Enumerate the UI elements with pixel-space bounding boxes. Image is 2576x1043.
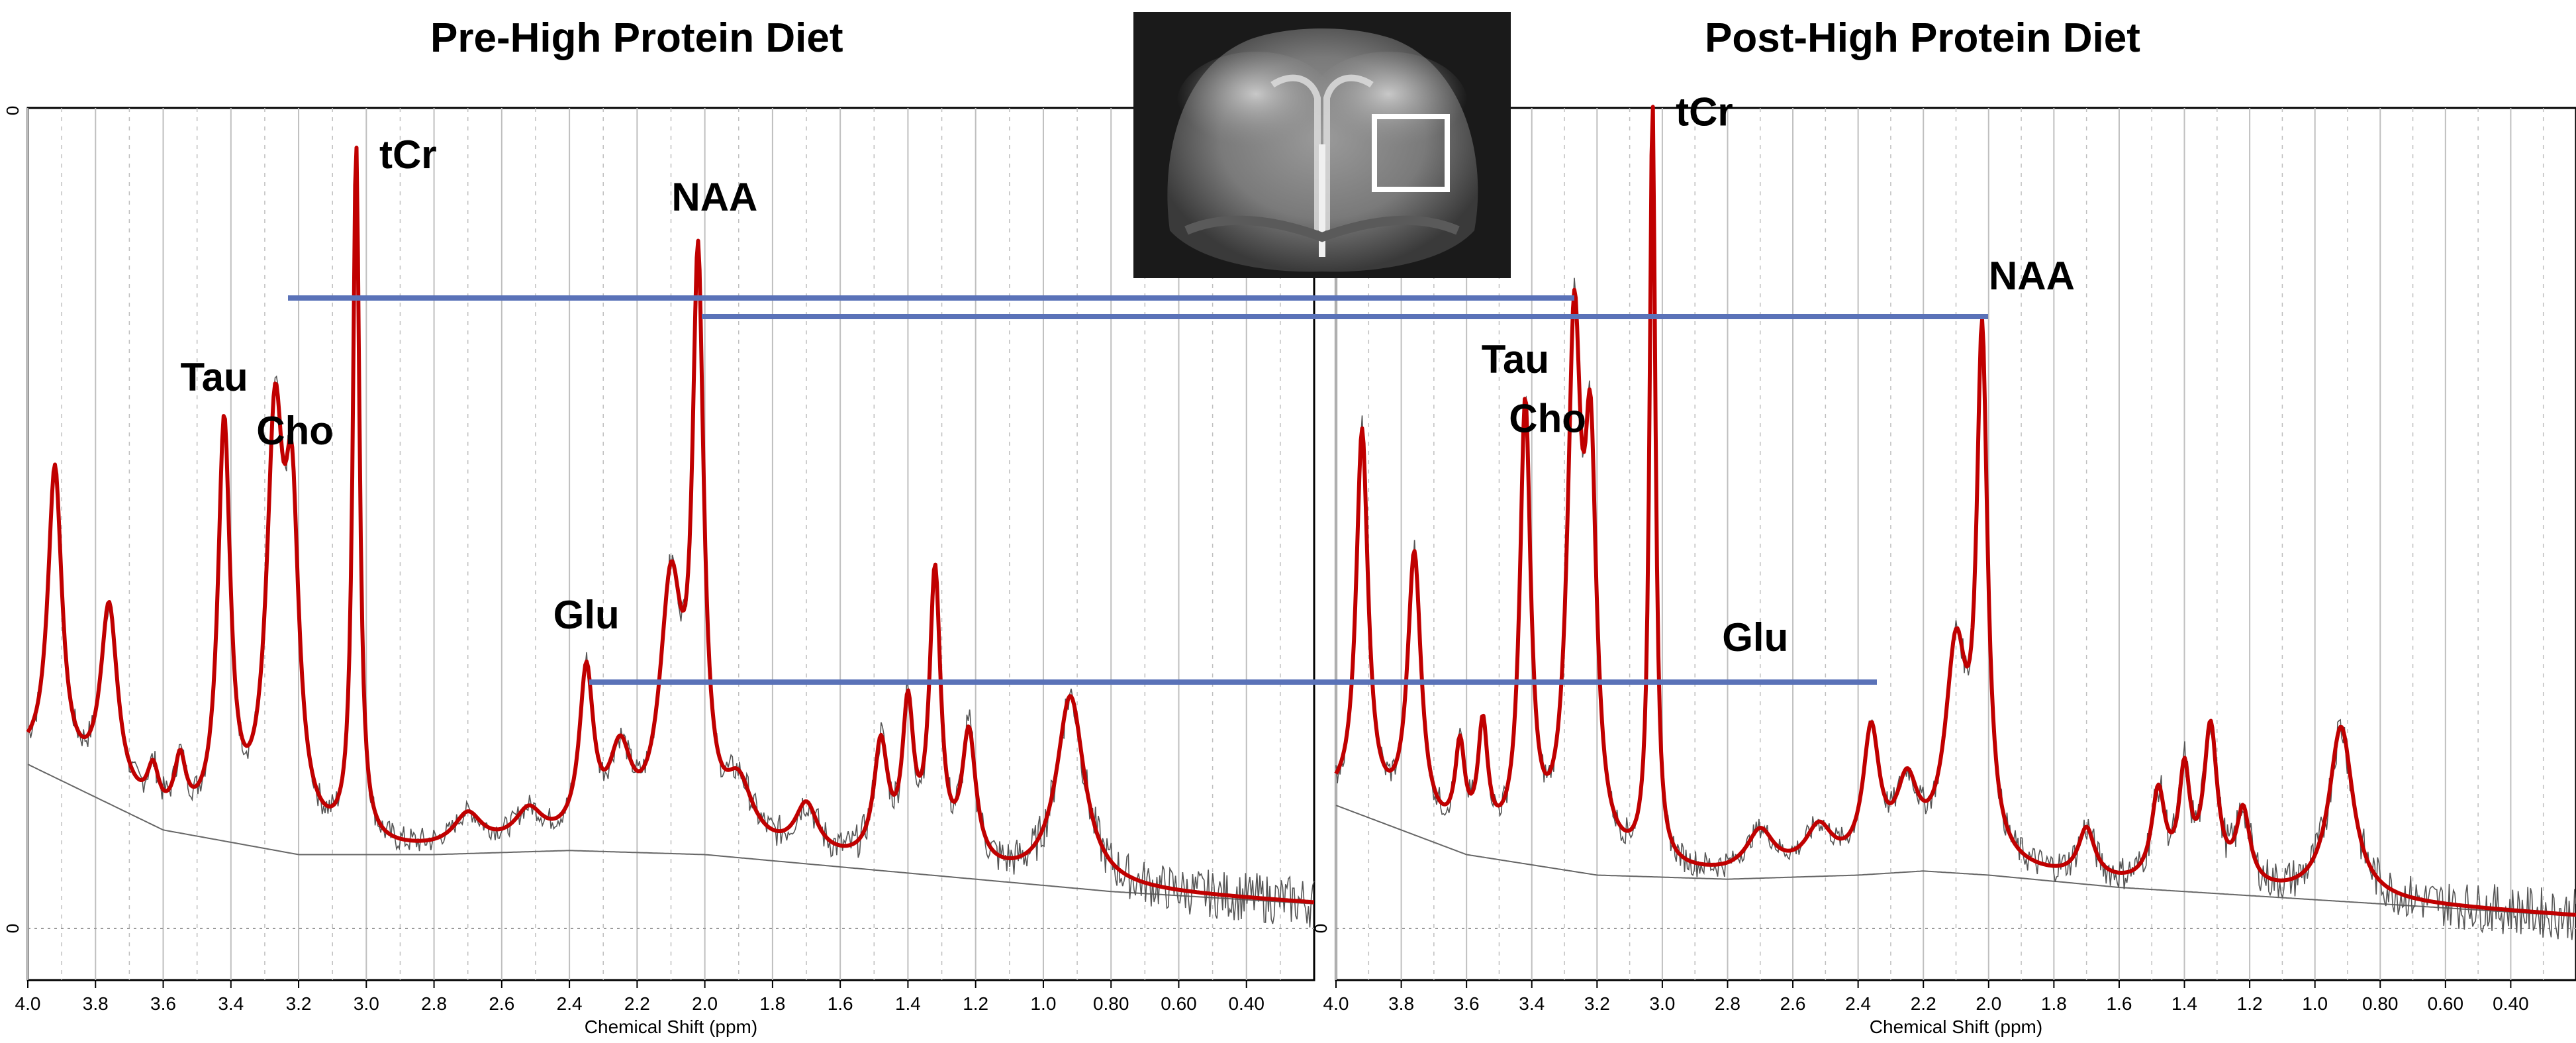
baseline-curve [27, 764, 1315, 905]
x-axis-label: Chemical Shift (ppm) [585, 1017, 757, 1037]
x-tick-label: 0.40 [2493, 993, 2529, 1014]
y-tick-label: 0 [1311, 924, 1331, 933]
x-tick-label: 0.80 [1093, 993, 1129, 1014]
peak-label-glu: Glu [553, 593, 620, 637]
x-tick-label: 0.80 [2362, 993, 2399, 1014]
y-tick-label: 0 [3, 106, 23, 115]
x-tick-label: 1.6 [828, 993, 853, 1014]
x-axis-label: Chemical Shift (ppm) [1870, 1017, 2042, 1037]
x-tick-label: 3.0 [1649, 993, 1675, 1014]
peak-label-tcr: tCr [1676, 89, 1733, 134]
y-tick-label: 0 [3, 924, 23, 933]
x-tick-label: 3.4 [1519, 993, 1545, 1014]
voxel-box [1372, 114, 1450, 192]
peak-label-tau: Tau [1482, 337, 1549, 381]
x-tick-label: 1.4 [895, 993, 921, 1014]
fit-spectrum [1334, 105, 2576, 917]
x-tick-label: 3.8 [83, 993, 109, 1014]
x-tick-label: 1.0 [1030, 993, 1056, 1014]
x-tick-label: 1.2 [2237, 993, 2263, 1014]
x-tick-label: 2.0 [692, 993, 718, 1014]
x-tick-label: 2.8 [421, 993, 447, 1014]
x-tick-label: 2.4 [557, 993, 583, 1014]
fit-spectrum [26, 145, 1315, 905]
x-tick-label: 1.0 [2302, 993, 2328, 1014]
x-tick-label: 2.2 [1911, 993, 1936, 1014]
peak-label-tau: Tau [180, 355, 248, 399]
x-tick-label: 4.0 [15, 993, 41, 1014]
x-tick-label: 0.40 [1228, 993, 1264, 1014]
peak-label-cho: Cho [1509, 396, 1586, 440]
x-tick-label: 3.0 [354, 993, 379, 1014]
x-tick-label: 2.0 [1976, 993, 2001, 1014]
comparison-guide-lines [288, 295, 1988, 685]
x-tick-label: 1.2 [963, 993, 988, 1014]
baseline-curve [1335, 805, 2576, 917]
x-tick-label: 0.60 [2428, 993, 2464, 1014]
x-tick-label: 3.4 [218, 993, 244, 1014]
peak-label-cho: Cho [256, 409, 334, 453]
x-tick-label: 2.2 [624, 993, 650, 1014]
x-tick-label: 2.8 [1715, 993, 1741, 1014]
peak-label-glu: Glu [1722, 615, 1788, 660]
x-tick-label: 3.2 [1584, 993, 1610, 1014]
title-pre-diet: Pre-High Protein Diet [430, 15, 843, 61]
x-tick-label: 2.6 [1780, 993, 1806, 1014]
brain-mri-inset [1133, 12, 1511, 278]
x-tick-label: 3.8 [1388, 993, 1414, 1014]
x-tick-label: 1.4 [2171, 993, 2197, 1014]
x-tick-label: 2.4 [1845, 993, 1871, 1014]
x-tick-label: 1.6 [2106, 993, 2132, 1014]
panel-post-diet: 4.0 3.8 3.6 3.4 3.2 3.0 2.8 2.6 2.4 2.2 2.0 1.8 1.6 1… [1311, 89, 2576, 1037]
x-tick-label: 4.0 [1323, 993, 1349, 1014]
x-tick-label: 0.60 [1161, 993, 1197, 1014]
x-tick-label: 1.8 [2041, 993, 2067, 1014]
x-tick-label: 3.6 [150, 993, 176, 1014]
x-tick-label: 3.2 [286, 993, 312, 1014]
peak-label-tcr: tCr [379, 132, 437, 177]
x-tick-label: 2.6 [489, 993, 514, 1014]
peak-label-naa: NAA [671, 175, 757, 219]
x-tick-label: 1.8 [759, 993, 785, 1014]
x-tick-label: 3.6 [1454, 993, 1480, 1014]
peak-label-naa: NAA [1989, 254, 2075, 298]
panel-pre-diet: 4.0 3.8 3.6 3.4 3.2 3.0 2.8 2.6 2.4 2.2 2.0 1.8 1.6 1… [3, 106, 1315, 1037]
title-post-diet: Post-High Protein Diet [1705, 15, 2140, 61]
